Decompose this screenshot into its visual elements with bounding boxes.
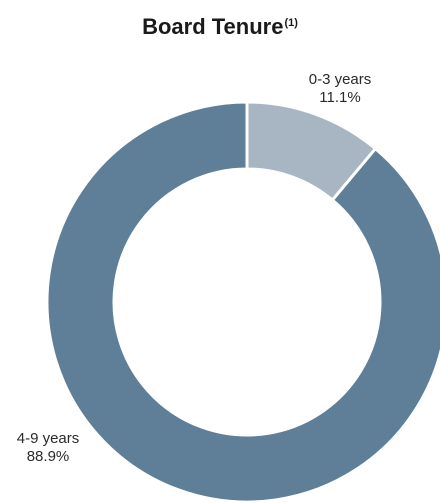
donut-slice-4-9-years: [45, 100, 440, 503]
slice-category-label: 0-3 years: [308, 71, 372, 88]
slice-label-4-9-years: 4-9 years 88.9%: [0, 430, 96, 466]
chart-title-footnote: (1): [284, 16, 298, 29]
slice-value-label: 88.9%: [26, 448, 70, 465]
slice-value-label: 11.1%: [319, 89, 361, 106]
slice-category-label: 4-9 years: [16, 430, 80, 447]
chart-title: Board Tenure(1): [0, 14, 440, 40]
donut-slices: [45, 100, 440, 503]
slice-label-0-3-years: 0-3 years 11.1%: [290, 71, 390, 107]
chart-title-text: Board Tenure: [142, 14, 284, 39]
